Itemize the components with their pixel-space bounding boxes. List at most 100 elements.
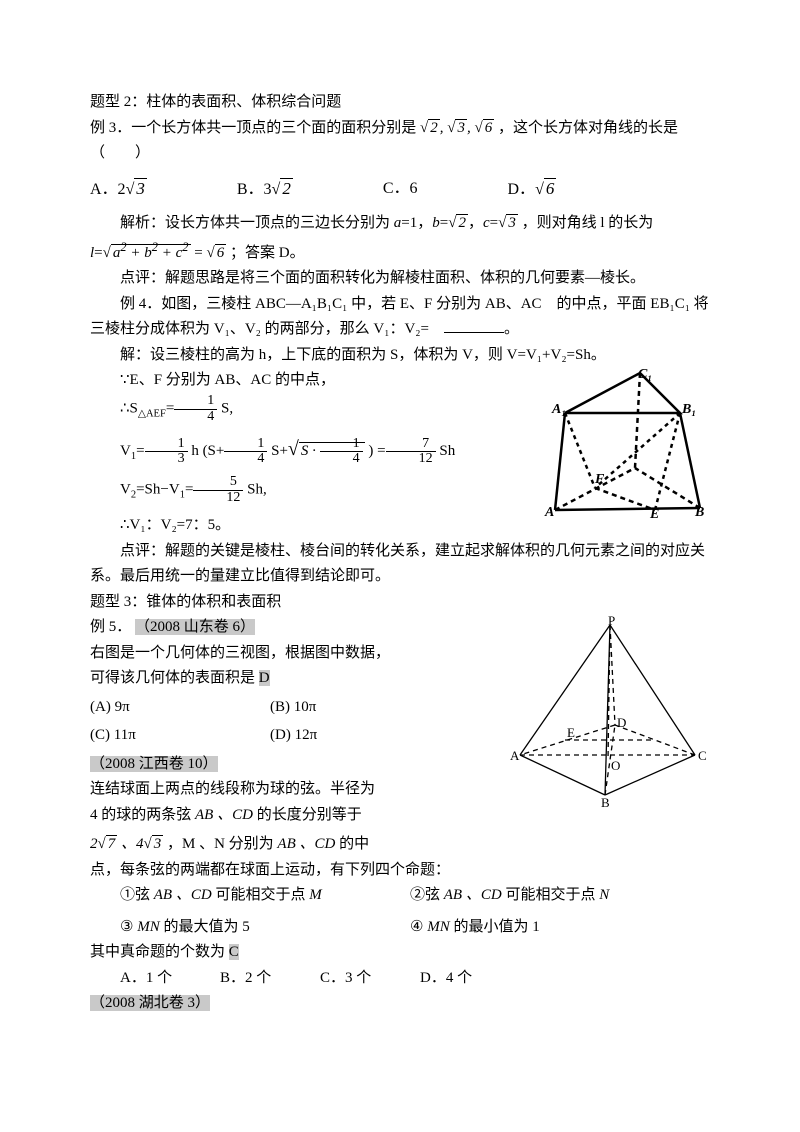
svg-text:B: B [601, 795, 610, 810]
svg-text:O: O [611, 758, 620, 773]
choice-c: C．6 [383, 175, 418, 204]
ex3-solution: 解析：设长方体共一顶点的三边长分别为 a=1，b=√2，c=√3 ，则对角线 l… [90, 211, 710, 237]
ex4-v2: V2=Sh−V1=512 Sh, [90, 475, 540, 505]
ex5-stem1: 右图是一个几何体的三视图，根据图中数据， [90, 641, 505, 667]
choice-b: B．2 个 [220, 966, 320, 992]
question-type-3-title: 题型 3：锥体的体积和表面积 [90, 590, 710, 616]
text: ③ [120, 919, 133, 935]
ex4-v1: V1=13 h (S+14 S+√S · 14 ) =712 Sh [90, 432, 540, 467]
question-type-2-title: 题型 2：柱体的表面积、体积综合问题 [90, 90, 710, 116]
ex5-lead: 例 5． [90, 619, 131, 635]
text: 的最大值为 5 [163, 919, 249, 935]
choice-a: (A) 9π [90, 695, 270, 721]
ex3-prefix: 例 3．一个长方体共一顶点的三个面的面积分别是 [90, 120, 416, 136]
text: AB 、CD [154, 887, 212, 903]
ex4-sol1: 解：设三棱柱的高为 h，上下底的面积为 S，体积为 V，则 V=V₁+V₂=Sh… [90, 343, 710, 369]
prop2: ②弦 AB 、CD 可能相交于点 N [410, 883, 609, 909]
text: 其中真命题的个数为 [90, 944, 225, 960]
jx-props-r1: ①弦 AB 、CD 可能相交于点 M ②弦 AB 、CD 可能相交于点 N [90, 883, 710, 909]
text: AB 、CD [444, 887, 502, 903]
svg-text:P: P [608, 615, 615, 628]
text: AB 、CD [195, 807, 253, 823]
ex3-paren: （ ） [90, 141, 710, 167]
jx-line2: 4 的球的两条弦 AB 、CD 的长度分别等于 [90, 803, 505, 829]
text: ∴S [120, 401, 138, 417]
svg-text:E: E [649, 507, 659, 518]
svg-text:B: B [694, 505, 704, 518]
text: 的最小值为 1 [453, 919, 539, 935]
choice-b: (B) 10π [270, 695, 450, 721]
ex5-figure: P A B C D E O [505, 615, 710, 820]
jx-answer: C [229, 944, 239, 960]
svg-text:A: A [544, 505, 554, 518]
text: 4 的球的两条弦 [90, 807, 191, 823]
n: 7 [386, 437, 436, 453]
svg-text:D: D [617, 715, 626, 730]
jx-props-r2: ③ MN 的最大值为 5 ④ MN 的最小值为 1 [90, 915, 710, 941]
text: ①弦 [120, 887, 150, 903]
d: 3 [145, 452, 188, 467]
jx-line3: 2√7 、4√3 ，M 、N 分别为 AB 、CD 的中 [90, 832, 505, 858]
d: 12 [193, 491, 243, 506]
text: 可得该几何体的表面积是 [90, 670, 255, 686]
text: ，则对角线 l 的长为 [522, 215, 654, 231]
ex3-val: √2, √3, √6 [420, 119, 494, 136]
n: 1 [145, 437, 188, 453]
text: S, [221, 401, 233, 417]
prop1: ①弦 AB 、CD 可能相交于点 M [90, 883, 410, 909]
text: a [394, 215, 402, 231]
text: 可能相交于点 [505, 887, 595, 903]
text: ；答案 D。 [230, 245, 305, 261]
ex3-choices: A．2√3 B．3√2 C．6 D．√6 [90, 175, 710, 204]
ex5-choices-r1: (A) 9π (B) 10π [90, 695, 505, 721]
n: 5 [193, 475, 243, 491]
svg-text:A₁: A₁ [551, 402, 566, 417]
choice-c: C．3 个 [320, 966, 420, 992]
text: 可能相交于点 [215, 887, 305, 903]
ex5-stem2-row: 可得该几何体的表面积是 D [90, 666, 505, 692]
ex5-tag: （2008 山东卷 6） [135, 619, 255, 635]
text: 的中 [339, 836, 369, 852]
svg-text:B₁: B₁ [681, 402, 696, 417]
hb-tag: （2008 湖北卷 3） [90, 991, 710, 1017]
choice-a: A．2√3 [90, 175, 147, 204]
n: 1 [174, 394, 217, 410]
ex4-sol2: ∵E、F 分别为 AB、AC 的中点， [90, 368, 540, 394]
jx-choices: A．1 个 B．2 个 C．3 个 D．4 个 [120, 966, 710, 992]
text: MN [137, 919, 160, 935]
jx-tag: （2008 江西卷 10） [90, 752, 505, 778]
ex4-sol3: ∴S△AEF=14 S, [90, 394, 540, 424]
text: AB 、CD [277, 836, 335, 852]
ex5-ans: D [259, 670, 270, 686]
svg-text:E: E [567, 725, 575, 740]
d: 4 [174, 410, 217, 425]
d: 12 [386, 452, 436, 467]
text: 2√7 、4√3 [90, 835, 163, 852]
sub: △AEF [138, 409, 166, 420]
svg-text:F: F [594, 472, 605, 487]
ex3-suffix: ，这个长方体对角线的长是 [498, 120, 678, 136]
jx-line4: 点，每条弦的两端都在球面上运动，有下列四个命题： [90, 858, 710, 884]
prop3: ③ MN 的最大值为 5 [90, 915, 410, 941]
svg-text:C₁: C₁ [638, 368, 652, 382]
choice-c: (C) 11π [90, 723, 270, 749]
choice-d: D．√6 [508, 175, 557, 204]
jx-final: 其中真命题的个数为 C [90, 940, 710, 966]
text: N [599, 887, 609, 903]
n: 1 [224, 437, 267, 453]
svg-text:A: A [510, 748, 520, 763]
text: （2008 江西卷 10） [90, 756, 218, 772]
ex3-stem: 例 3．一个长方体共一顶点的三个面的面积分别是 √2, √3, √6 ，这个长方… [90, 116, 710, 142]
text: ，M 、N 分别为 [167, 836, 274, 852]
choice-d: (D) 12π [270, 723, 450, 749]
choice-a: A．1 个 [120, 966, 220, 992]
ex5-choices-r2: (C) 11π (D) 12π [90, 723, 505, 749]
ex4-comment: 点评：解题的关键是棱柱、棱台间的转化关系，建立起求解体积的几何元素之间的对应关系… [90, 539, 710, 590]
choice-b: B．3√2 [237, 175, 293, 204]
ex5-lead-row: 例 5． （2008 山东卷 6） [90, 615, 505, 641]
text: M [309, 887, 322, 903]
d: 4 [224, 452, 267, 467]
prop4: ④ MN 的最小值为 1 [410, 915, 540, 941]
jx-line1: 连结球面上两点的线段称为球的弦。半径为 [90, 777, 505, 803]
svg-text:C: C [698, 748, 707, 763]
